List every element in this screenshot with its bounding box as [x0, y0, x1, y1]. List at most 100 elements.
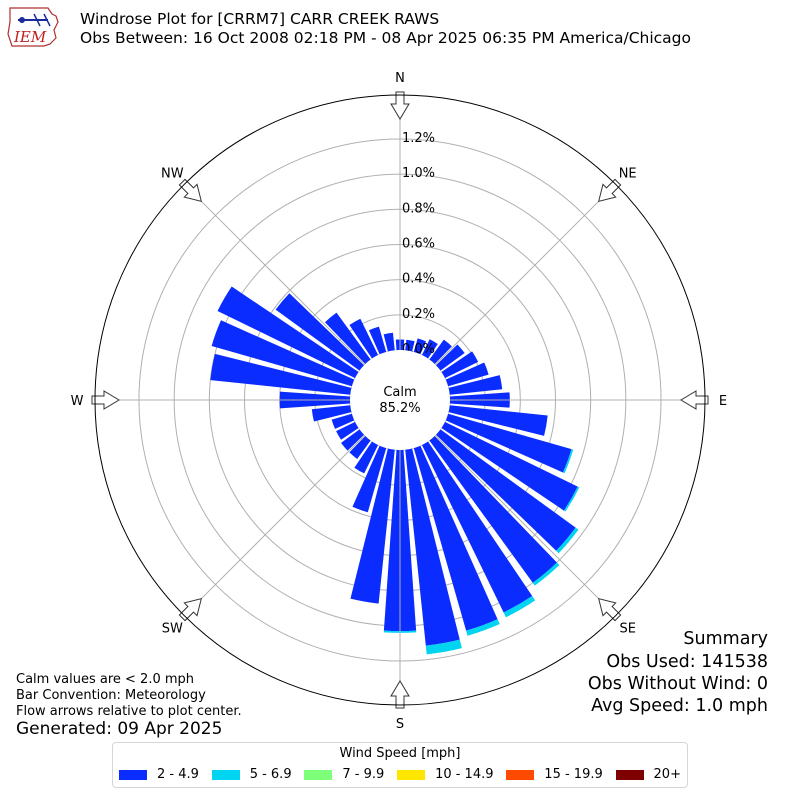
legend-item-label: 10 - 14.9 — [435, 767, 494, 782]
wind-bar — [466, 619, 500, 636]
legend-items: 2 - 4.9 5 - 6.9 7 - 9.9 10 - 14.9 15 - 1… — [119, 767, 681, 782]
r-tick-label: 1.0% — [402, 166, 435, 181]
wind-bar — [336, 421, 359, 440]
compass-label: W — [71, 394, 84, 409]
generated-date: Generated: 09 Apr 2025 — [16, 719, 223, 739]
legend-swatch — [506, 769, 535, 780]
outer-ring — [94, 94, 706, 706]
summary-obs-without-wind: Obs Without Wind: 0 — [587, 674, 768, 694]
legend-item-label: 15 - 19.9 — [544, 767, 603, 782]
wind-bar — [368, 326, 387, 355]
flow-arrows-note: Flow arrows relative to plot center. — [16, 704, 242, 719]
iem-logo: IEM — [7, 7, 59, 47]
wind-bar — [425, 639, 462, 655]
legend-item-label: 2 - 4.9 — [157, 767, 199, 782]
wind-bar — [275, 293, 365, 371]
legend-item-label: 7 - 9.9 — [342, 767, 385, 782]
r-tick-label: 1.2% — [402, 131, 435, 146]
r-tick-label: 0.6% — [402, 236, 435, 251]
direction-spoke — [435, 183, 617, 365]
compass-label: NW — [161, 166, 184, 181]
legend-title: Wind Speed [mph] — [339, 746, 461, 761]
flow-arrow — [178, 178, 202, 202]
wind-bar — [435, 429, 576, 551]
wind-bar — [341, 429, 365, 451]
compass-label: E — [719, 394, 727, 409]
wind-bar — [217, 286, 359, 379]
wind-bar — [556, 527, 579, 554]
legend-swatch — [615, 769, 644, 780]
r-tick-label: 0.8% — [402, 201, 435, 216]
legend-swatch — [304, 769, 333, 780]
wind-bar — [211, 320, 355, 387]
wind-bar — [435, 344, 465, 371]
flow-arrow — [598, 178, 622, 202]
compass-label: SW — [162, 622, 183, 637]
wind-bar — [448, 405, 548, 436]
wind-bar — [405, 448, 460, 646]
legend-swatch — [119, 769, 147, 780]
wind-bar — [445, 362, 489, 387]
wind-bar — [562, 449, 574, 474]
logo-text: IEM — [13, 28, 47, 46]
legend-item: 7 - 9.9 — [304, 767, 384, 782]
bar-convention-note: Bar Convention: Meteorology — [16, 688, 206, 703]
direction-spokes — [95, 95, 705, 705]
wind-bar — [441, 421, 578, 511]
flow-arrow — [178, 598, 202, 622]
chart-title: Windrose Plot for [CRRM7] CARR CREEK RAW… — [80, 10, 440, 28]
legend-swatch — [211, 769, 240, 780]
flow-arrows — [91, 91, 709, 709]
wind-bar — [421, 339, 438, 359]
flow-arrow — [390, 680, 410, 709]
wind-bar — [413, 338, 427, 355]
wind-bar — [441, 351, 479, 379]
wind-bar — [210, 353, 352, 395]
summary-avg-speed: Avg Speed: 1.0 mph — [591, 696, 768, 716]
summary-obs-used: Obs Used: 141538 — [606, 652, 768, 672]
legend-item: 20+ — [615, 767, 681, 782]
wind-bar — [503, 595, 536, 618]
legend-item-label: 20+ — [653, 767, 681, 782]
direction-spoke — [183, 435, 365, 617]
wind-bar — [445, 413, 572, 473]
legend-item-label: 5 - 6.9 — [249, 767, 292, 782]
flow-arrow — [91, 390, 120, 410]
wind-bar — [429, 435, 557, 583]
wind-bar — [383, 332, 395, 352]
compass-label: NE — [619, 166, 637, 181]
direction-spoke — [183, 183, 365, 365]
r-tick-label: 0.4% — [402, 272, 435, 287]
wind-bar — [563, 486, 580, 512]
compass-label: N — [395, 71, 405, 86]
wind-bar — [352, 445, 387, 513]
calm-note: Calm values are < 2.0 mph — [16, 672, 195, 687]
r-tick-label: 0.2% — [402, 307, 435, 322]
wind-bar — [349, 435, 371, 459]
wind-bar — [331, 413, 355, 429]
calm-value: 85.2% — [379, 401, 420, 416]
wind-bar — [324, 312, 371, 365]
compass-label: S — [396, 717, 404, 732]
legend-item: 2 - 4.9 — [119, 767, 199, 782]
legend: Wind Speed [mph] 2 - 4.9 5 - 6.9 7 - 9.9… — [112, 742, 688, 788]
wind-bar — [405, 339, 415, 352]
legend-swatch — [397, 769, 426, 780]
legend-item: 10 - 14.9 — [397, 767, 494, 782]
flow-arrow — [390, 91, 410, 120]
wind-bar — [350, 448, 395, 604]
flow-arrow — [680, 390, 709, 410]
wind-bar — [532, 562, 560, 586]
chart-subtitle: Obs Between: 16 Oct 2008 02:18 PM - 08 A… — [80, 29, 691, 47]
wind-bar — [421, 441, 533, 613]
compass-label: SE — [619, 622, 635, 637]
legend-item: 5 - 6.9 — [211, 767, 292, 782]
direction-spoke — [435, 435, 617, 617]
wind-bar — [448, 375, 503, 395]
calm-label: Calm — [383, 385, 416, 400]
wind-bar — [429, 339, 452, 365]
wind-bars — [210, 286, 580, 655]
legend-item: 15 - 19.9 — [506, 767, 603, 782]
